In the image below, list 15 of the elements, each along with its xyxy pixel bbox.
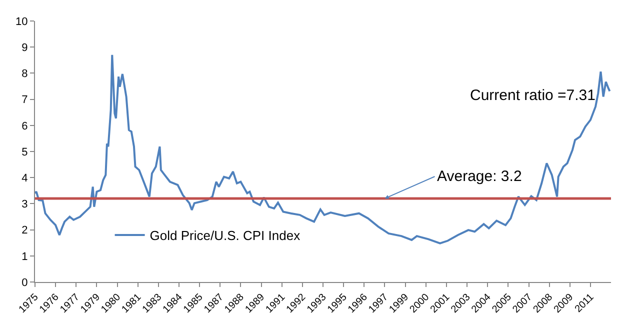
y-tick-label: 5: [22, 146, 28, 158]
y-tick-label: 10: [16, 16, 28, 28]
legend-label: Gold Price/U.S. CPI Index: [150, 228, 301, 244]
y-tick-label: 6: [22, 120, 28, 132]
y-tick-label: 9: [22, 42, 28, 54]
annotation: Current ratio =7.31: [470, 87, 596, 104]
y-tick-label: 8: [22, 68, 28, 80]
y-tick-label: 4: [22, 172, 28, 184]
y-tick-label: 1: [22, 250, 28, 263]
y-tick-label: 7: [22, 94, 28, 106]
y-tick-label: 0: [22, 276, 28, 289]
line-series: [35, 54, 611, 244]
y-tick-label: 3: [22, 198, 28, 211]
ref-line-label: Average: 3.2: [437, 168, 522, 185]
y-tick-label: 2: [22, 224, 28, 237]
